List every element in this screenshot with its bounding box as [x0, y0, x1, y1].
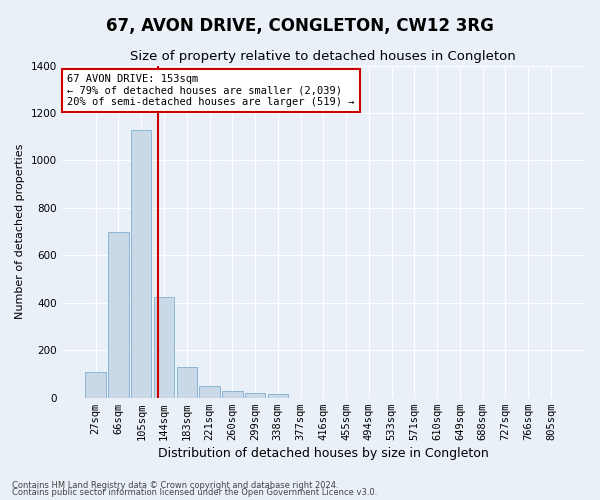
Bar	[108, 232, 129, 398]
Text: Contains public sector information licensed under the Open Government Licence v3: Contains public sector information licen…	[12, 488, 377, 497]
Bar	[131, 130, 151, 398]
Bar	[154, 297, 174, 398]
Bar	[85, 372, 106, 398]
Bar	[199, 386, 220, 398]
Y-axis label: Number of detached properties: Number of detached properties	[15, 144, 25, 320]
Bar	[268, 394, 288, 398]
Bar	[222, 390, 242, 398]
Text: Contains HM Land Registry data © Crown copyright and database right 2024.: Contains HM Land Registry data © Crown c…	[12, 480, 338, 490]
Bar	[245, 393, 265, 398]
X-axis label: Distribution of detached houses by size in Congleton: Distribution of detached houses by size …	[158, 447, 489, 460]
Bar	[176, 367, 197, 398]
Text: 67, AVON DRIVE, CONGLETON, CW12 3RG: 67, AVON DRIVE, CONGLETON, CW12 3RG	[106, 18, 494, 36]
Title: Size of property relative to detached houses in Congleton: Size of property relative to detached ho…	[130, 50, 516, 63]
Text: 67 AVON DRIVE: 153sqm
← 79% of detached houses are smaller (2,039)
20% of semi-d: 67 AVON DRIVE: 153sqm ← 79% of detached …	[67, 74, 355, 107]
